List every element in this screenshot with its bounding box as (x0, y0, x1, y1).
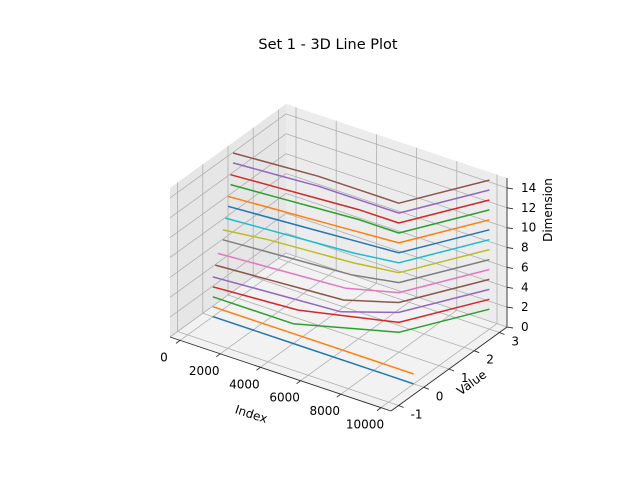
y-tick-mark (398, 405, 404, 408)
series-line-dimension-0 (212, 315, 414, 385)
series-line-dimension-10 (227, 205, 490, 254)
series-lines (212, 152, 490, 385)
y-gridline (278, 258, 500, 333)
series-line-dimension-12 (230, 183, 490, 234)
y-gridline (253, 276, 475, 352)
z-gridline (169, 113, 287, 199)
y-gridline (177, 331, 399, 406)
series-line-dimension-5 (215, 264, 490, 304)
y-tick-label: 2 (486, 353, 494, 367)
x-axis-label: Index (233, 402, 269, 426)
x-tick-label: 4000 (229, 377, 260, 391)
x-tick-mark (256, 366, 261, 371)
z-tick-label: 10 (521, 221, 536, 235)
z-tick-mark (506, 247, 514, 249)
y-axis-label: Value (454, 367, 489, 398)
z-gridline (169, 153, 287, 239)
x-axis-line (169, 336, 392, 412)
x-tick-mark (376, 407, 382, 411)
series-line-dimension-4 (212, 276, 490, 314)
y-tick-label: -1 (411, 408, 423, 422)
z-tick-label: 2 (521, 300, 529, 314)
y-tick-mark (499, 332, 505, 335)
z-gridline (169, 232, 287, 318)
z-tick-mark (506, 187, 514, 190)
z-tick-label: 8 (521, 241, 529, 255)
y-tick-mark (474, 350, 480, 354)
z-tick-label: 0 (521, 320, 529, 334)
series-line-dimension-2 (212, 296, 490, 334)
z-tick-mark (506, 227, 514, 230)
series-line-dimension-7 (222, 239, 490, 284)
tick-marks (175, 187, 514, 411)
series-line-dimension-3 (212, 286, 490, 324)
series-line-dimension-8 (222, 229, 490, 274)
y-tick-label: 3 (511, 335, 519, 349)
y-tick-mark (448, 368, 455, 372)
z-gridline (169, 173, 287, 258)
z-gridline (285, 113, 508, 189)
y-gridline (227, 294, 450, 370)
z-axis-label: Dimension (541, 178, 555, 242)
z-tick-mark (506, 306, 514, 309)
x-tick-label: 8000 (310, 404, 341, 418)
z-gridline (169, 133, 287, 219)
series-line-dimension-15 (232, 152, 490, 204)
x-tick-label: 10000 (346, 418, 384, 432)
x-tick-label: 6000 (269, 391, 300, 405)
series-line-dimension-11 (227, 195, 490, 244)
z-tick-label: 6 (521, 260, 529, 274)
x-tick-mark (296, 380, 301, 385)
x-tick-mark (336, 393, 342, 398)
z-tick-mark (506, 266, 514, 269)
z-tick-mark (506, 207, 514, 210)
series-line-dimension-14 (232, 162, 490, 214)
x-tick-label: 0 (160, 350, 168, 364)
z-gridline (169, 212, 287, 298)
y-tick-label: 0 (436, 389, 444, 403)
chart-title: Set 1 - 3D Line Plot (258, 37, 398, 53)
z-tick-mark (506, 286, 514, 289)
x-tick-mark (215, 353, 221, 358)
series-line-dimension-1 (212, 305, 414, 375)
z-tick-label: 4 (521, 280, 529, 294)
x-tick-mark (175, 340, 181, 344)
series-line-dimension-6 (217, 252, 490, 294)
x-tick-label: 2000 (189, 364, 220, 378)
series-line-dimension-13 (230, 173, 490, 224)
z-tick-label: 12 (521, 201, 536, 215)
y-tick-mark (423, 386, 429, 390)
z-tick-label: 14 (521, 181, 536, 195)
y-tick-label: 1 (461, 371, 469, 385)
series-line-dimension-9 (225, 217, 490, 264)
z-tick-mark (506, 326, 514, 329)
